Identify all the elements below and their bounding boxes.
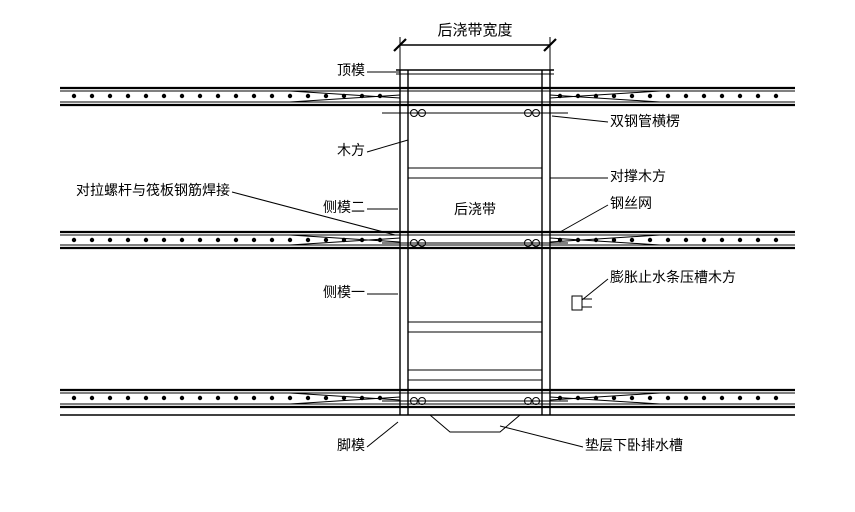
label-text: 垫层下卧排水槽 xyxy=(585,438,683,454)
label-text: 对撑木方 xyxy=(610,169,666,185)
label-text: 脚模 xyxy=(337,438,365,454)
label-text: 侧模一 xyxy=(323,285,365,301)
label-text: 膨胀止水条压槽木方 xyxy=(610,269,736,286)
label-text: 顶模 xyxy=(337,63,365,79)
label-text: 木方 xyxy=(337,143,365,159)
label-text: 双钢管横楞 xyxy=(610,114,680,130)
label-text: 后浇带 xyxy=(454,202,496,218)
label-text: 钢丝网 xyxy=(610,196,652,212)
label-text: 对拉螺杆与筏板钢筋焊接 xyxy=(76,182,230,199)
label-text: 后浇带宽度 xyxy=(437,22,512,39)
construction-section-diagram: 后浇带宽度后浇带 顶模木方 双钢管横楞对拉螺杆与筏板钢筋焊接侧模二 对撑木方钢丝网侧模… xyxy=(0,0,855,512)
label-text: 侧模二 xyxy=(323,200,365,216)
